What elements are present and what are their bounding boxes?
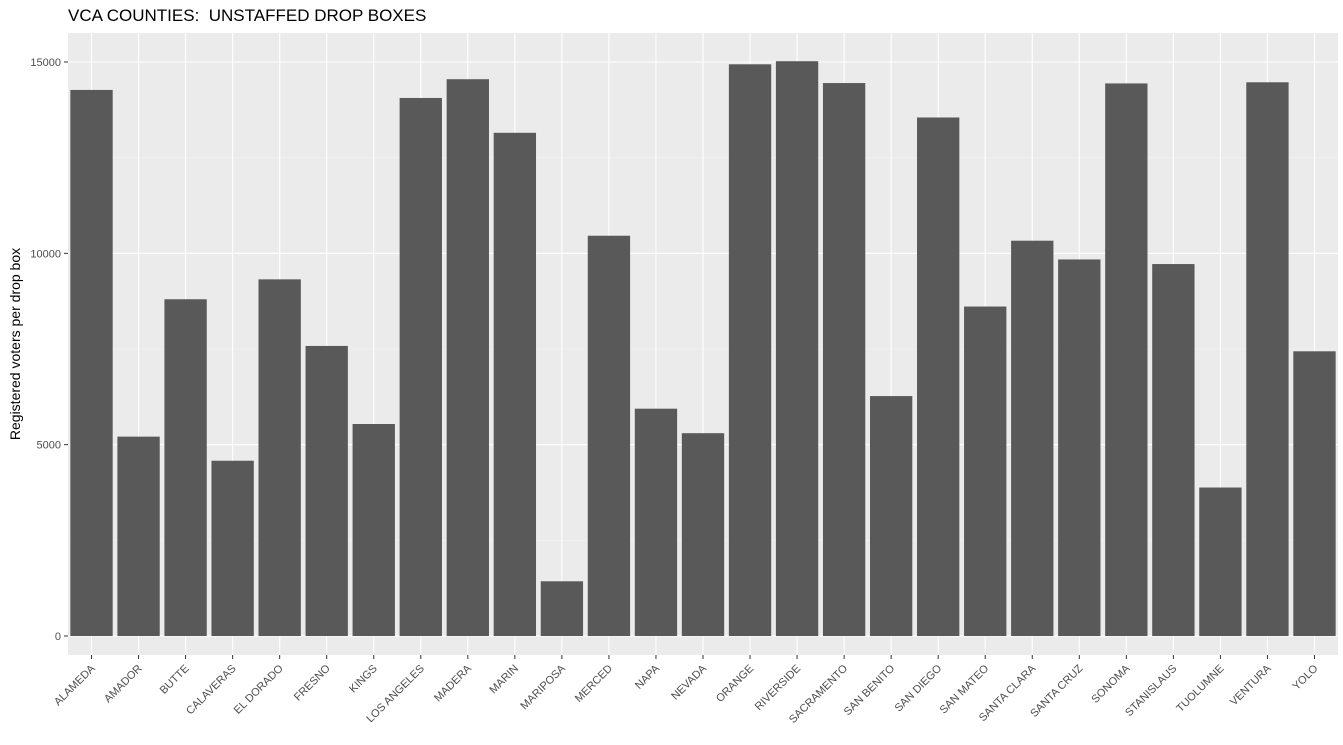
x-tick-label: VENTURA [1228,662,1274,708]
bar-san-mateo [964,306,1007,636]
bar-el-dorado [258,279,301,636]
bars [70,61,1336,637]
x-tick-label: AMADOR [102,663,145,706]
bar-marin [493,132,537,636]
bar-sonoma [1105,83,1148,637]
bar-madera [446,79,489,637]
y-axis: 0 5000 10000 15000 [30,57,68,643]
bar-fresno [305,345,348,636]
bar-los-angeles [399,97,442,637]
x-tick-label: KINGS [347,663,380,696]
x-tick-label: ORANGE [714,663,756,705]
x-tick-label: BUTTE [158,663,192,697]
x-tick-label: MARIPOSA [518,662,568,712]
bar-orange [728,64,772,636]
bar-yolo [1293,351,1336,636]
y-tick-label: 10000 [30,248,61,260]
x-tick-label: YOLO [1290,662,1320,692]
bar-nevada [681,433,725,636]
x-tick-label: SAN BENITO [842,662,898,718]
bar-merced [587,235,631,637]
y-tick-label: 5000 [37,440,61,452]
x-tick-label: NEVADA [669,662,709,702]
bar-sacramento [822,83,866,636]
bar-amador [117,436,160,636]
bar-stanislaus [1152,264,1195,636]
bar-santa-cruz [1058,259,1101,636]
bar-ventura [1246,82,1289,637]
bar-mariposa [540,581,584,636]
x-tick-label: SAN DIEGO [893,662,945,714]
chart-title: VCA COUNTIES: UNSTAFFED DROP BOXES [68,6,427,25]
x-tick-label: MERCED [573,663,615,705]
y-tick-label: 15000 [30,57,61,69]
bar-santa-clara [1011,240,1054,637]
x-tick-label: CALAVERAS [184,663,239,718]
bar-alameda [70,89,113,636]
x-tick-label: ALAMEDA [52,662,98,708]
x-tick-label: EL DORADO [232,662,286,716]
x-tick-label: FRESNO [292,662,333,703]
bar-riverside [775,61,819,636]
bar-kings [352,424,395,636]
bar-calaveras [211,460,254,636]
bar-napa [634,408,678,636]
bar-san-benito [869,396,913,636]
bar-tuolumne [1199,487,1242,636]
x-tick-label: MARIN [487,663,521,697]
x-tick-label: NAPA [633,662,663,692]
y-axis-label: Registered voters per drop box [7,248,23,440]
x-tick-label: SONOMA [1089,662,1133,706]
bar-san-diego [917,117,960,636]
x-tick-label: MADERA [432,662,474,704]
bar-butte [164,299,207,636]
x-tick-label: RIVERSIDE [753,663,803,713]
x-tick-label: TUOLUMNE [1174,663,1226,715]
y-tick-label: 0 [55,631,61,643]
